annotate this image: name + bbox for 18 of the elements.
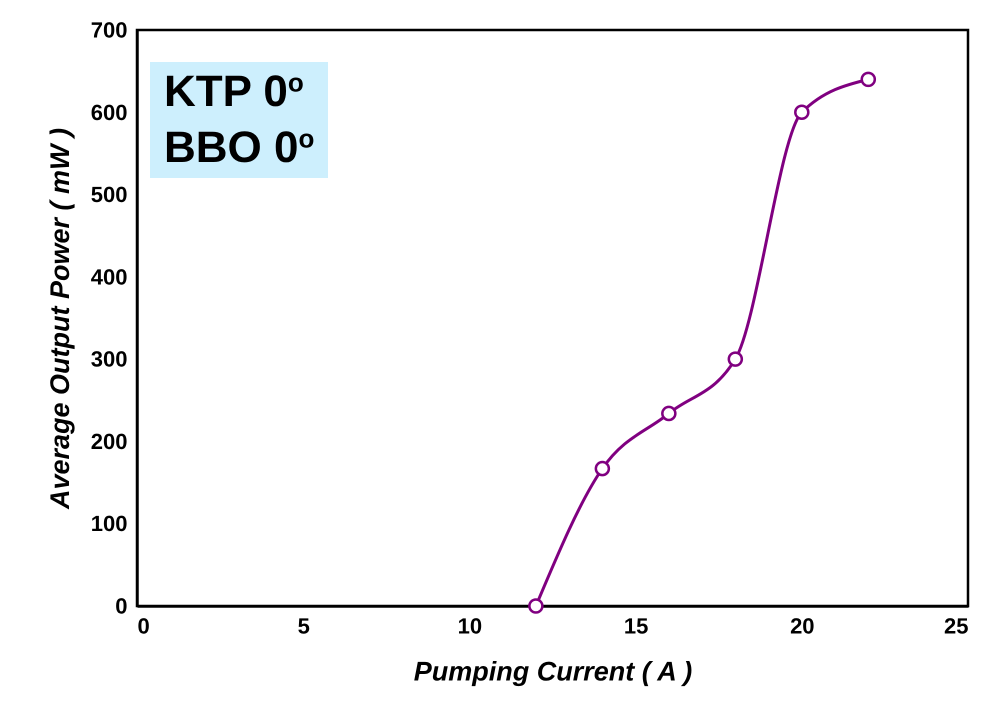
y-axis-title: Average Output Power ( mW ) (44, 128, 75, 510)
x-tick-label: 0 (138, 614, 150, 638)
y-tick-label: 300 (90, 346, 128, 372)
y-tick-label: 700 (90, 18, 128, 42)
x-tick-label: 20 (790, 614, 815, 638)
x-tick-label: 25 (944, 614, 968, 638)
annotation: BBO 0$^{o}$ (164, 122, 314, 174)
y-tick-label: 500 (90, 182, 128, 208)
x-tick-label: 10 (458, 614, 482, 638)
y-tick-label: 600 (90, 100, 128, 125)
x-tick-label: 5 (298, 614, 310, 638)
annotation: KTP 0$^{o}$ (164, 66, 305, 118)
y-tick-label: 100 (90, 511, 128, 536)
x-tick-label: 15 (624, 614, 648, 638)
x-axis-title: Pumping Current ( A ) (414, 656, 692, 686)
y-tick-label: 400 (90, 264, 128, 290)
y-tick-label: 200 (90, 428, 128, 454)
y-tick-label: 0 (115, 594, 128, 618)
